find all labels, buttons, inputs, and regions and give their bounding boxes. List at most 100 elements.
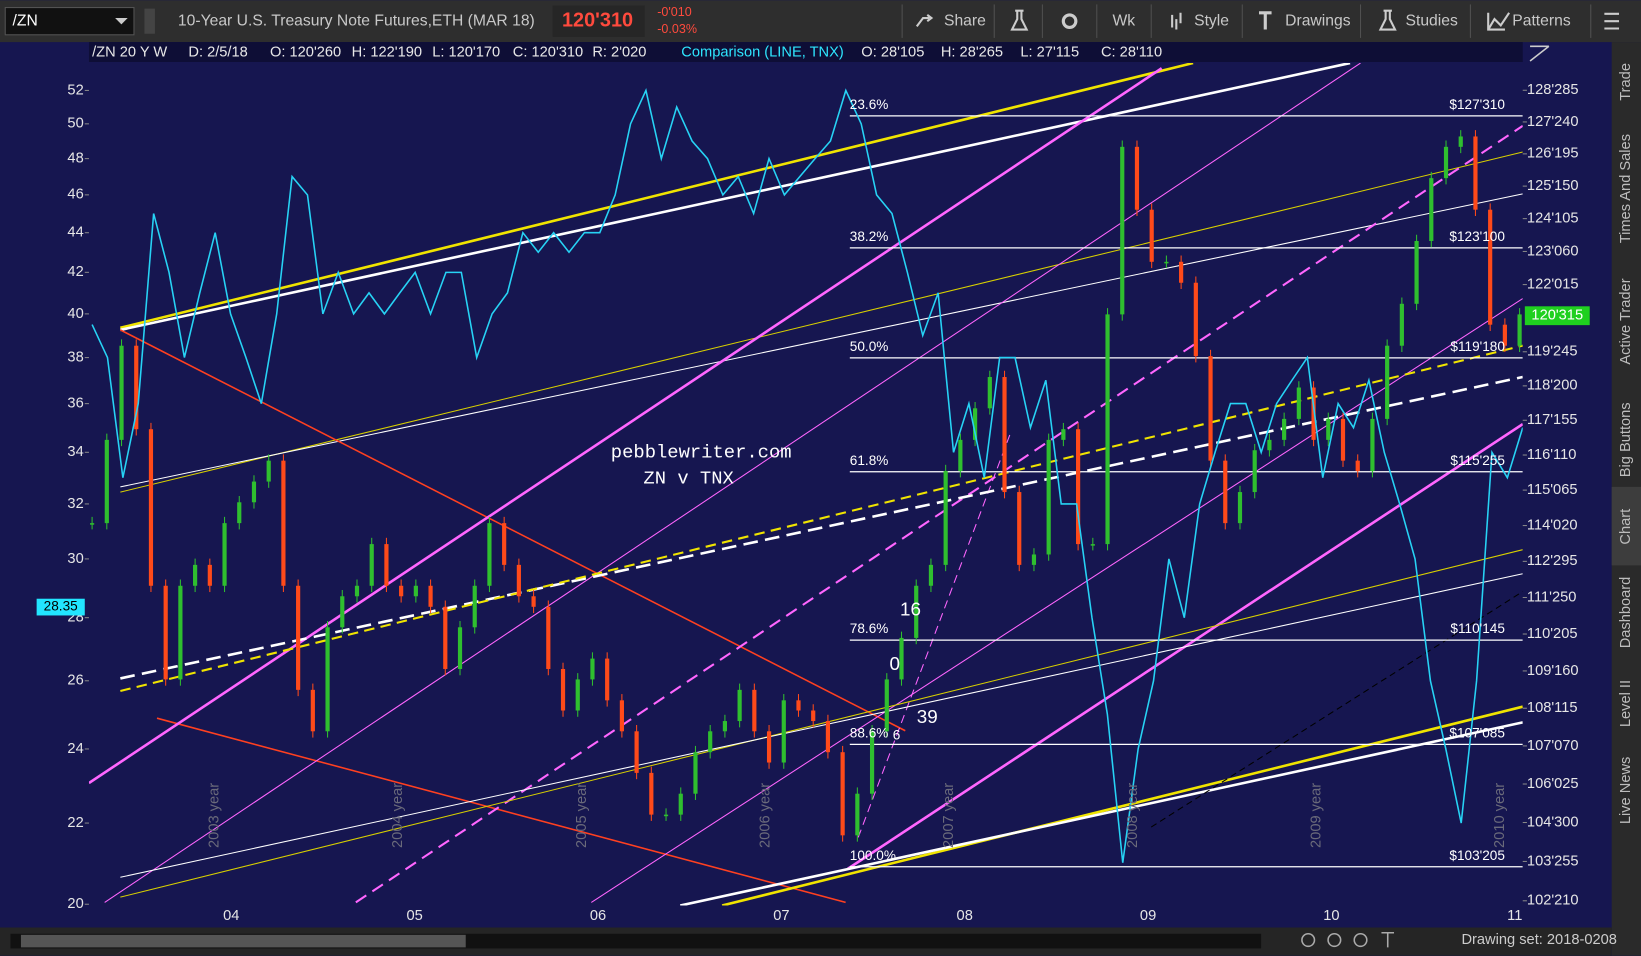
bar-high: H: 122'190 xyxy=(352,44,422,60)
current-price-box xyxy=(1524,306,1590,326)
pen-icon[interactable] xyxy=(1529,45,1550,62)
candle xyxy=(1458,136,1463,147)
x-tick-label: 04 xyxy=(223,908,239,924)
y2-tick-label: 119'245 xyxy=(1527,344,1578,360)
candle xyxy=(1105,314,1110,545)
toolbar-button[interactable]: Studies xyxy=(1406,12,1458,29)
y2-tick-label: 124'105 xyxy=(1527,211,1579,227)
y2-tick-label: 102'210 xyxy=(1527,893,1579,909)
fib-price: $115'255 xyxy=(1450,453,1505,468)
percent-change: -0.03% xyxy=(657,22,697,36)
y-tick-label: 42 xyxy=(67,264,83,280)
last-price: 120'310 xyxy=(562,9,633,31)
zoom-tools[interactable] xyxy=(1301,931,1395,948)
candle xyxy=(546,606,551,669)
style-icon xyxy=(1171,12,1182,30)
y-tick-label: 46 xyxy=(67,187,83,203)
candle xyxy=(413,585,418,597)
wave-count: 16 xyxy=(900,598,921,619)
candle xyxy=(1473,136,1478,210)
candle xyxy=(752,689,757,732)
candle xyxy=(1208,356,1213,461)
toolbar-button[interactable]: Style xyxy=(1194,12,1229,29)
candle xyxy=(1267,439,1272,451)
candle xyxy=(178,585,183,680)
active-tab xyxy=(1611,486,1641,566)
settings-icon[interactable] xyxy=(1061,13,1078,30)
candle xyxy=(943,471,948,565)
candle xyxy=(428,585,433,607)
y2-tick-label: 118'200 xyxy=(1527,378,1578,394)
fib-percent: 88.6% xyxy=(850,725,889,740)
y-tick-label: 36 xyxy=(67,396,83,412)
candle xyxy=(590,658,595,680)
cmp-high: H: 28'265 xyxy=(941,44,1003,60)
flask-icon[interactable] xyxy=(1010,9,1029,31)
candle xyxy=(1223,460,1228,524)
plot xyxy=(90,88,1523,868)
candle xyxy=(1149,209,1154,262)
candle xyxy=(516,564,521,597)
bar-range: R: 2'020 xyxy=(592,44,646,60)
toolbar-button[interactable]: Share xyxy=(944,12,986,29)
toolbar-button[interactable]: Patterns xyxy=(1512,12,1571,29)
side-tab[interactable]: Times And Sales xyxy=(1618,134,1634,243)
candle xyxy=(1517,314,1522,346)
fib-price: $107'085 xyxy=(1449,725,1505,740)
candle xyxy=(1046,439,1051,555)
candle xyxy=(472,585,477,628)
link-icon[interactable] xyxy=(144,8,155,34)
y2-tick-label: 106'025 xyxy=(1527,776,1579,792)
candle xyxy=(1385,345,1390,419)
side-tab[interactable]: Level II xyxy=(1618,680,1634,727)
candle xyxy=(1340,418,1346,461)
symbol: /ZN xyxy=(13,12,38,29)
toolbar-button[interactable]: Wk xyxy=(1112,12,1135,29)
bar-date: D: 2/5/18 xyxy=(188,44,247,60)
symbol-box[interactable] xyxy=(4,7,135,36)
side-tab[interactable]: Trade xyxy=(1618,63,1634,101)
candle xyxy=(1252,450,1257,493)
candle xyxy=(766,731,772,763)
side-tab[interactable]: Chart xyxy=(1618,509,1634,545)
side-tab[interactable]: Dashboard xyxy=(1618,577,1634,649)
y-tick-label: 40 xyxy=(67,306,83,322)
candle xyxy=(148,429,154,586)
candle xyxy=(560,668,566,711)
candle xyxy=(281,460,286,586)
x-tick-label: 05 xyxy=(406,908,422,924)
candle xyxy=(1488,209,1493,325)
side-tab[interactable]: Live News xyxy=(1618,757,1634,825)
y2-tick-label: 112'295 xyxy=(1527,553,1578,569)
candle xyxy=(163,585,168,680)
candle xyxy=(649,772,654,815)
candle xyxy=(1399,303,1404,346)
toolbar-button[interactable]: Drawings xyxy=(1285,12,1351,29)
x-tick-label: 11 xyxy=(1507,908,1522,924)
y-tick-label: 44 xyxy=(67,225,83,241)
candle xyxy=(1164,261,1169,264)
scrollbar-thumb[interactable] xyxy=(20,934,466,948)
candle xyxy=(1002,377,1007,493)
y2-tick-label: 110'205 xyxy=(1527,626,1578,642)
y2-tick-label: 111'250 xyxy=(1527,589,1576,605)
side-tab[interactable]: Big Buttons xyxy=(1618,402,1634,477)
current-tnx-box xyxy=(36,598,85,616)
y-tick-label: 50 xyxy=(67,116,83,132)
y2-tick-label: 116'110 xyxy=(1527,447,1576,463)
fib-price: $119'180 xyxy=(1450,339,1505,354)
cmp-low: L: 27'115 xyxy=(1020,44,1079,60)
candle xyxy=(1443,146,1449,179)
menu-icon[interactable] xyxy=(1604,12,1620,30)
side-tab[interactable]: Active Trader xyxy=(1618,278,1634,364)
candle xyxy=(1429,178,1434,241)
instrument-description: 10-Year U.S. Treasury Note Futures,ETH (… xyxy=(178,12,535,29)
bar-open: O: 120'260 xyxy=(270,44,341,60)
candle xyxy=(1120,146,1125,315)
y2-tick-label: 125'150 xyxy=(1527,178,1579,194)
fib-price: $127'310 xyxy=(1449,97,1505,112)
patterns-icon xyxy=(1487,12,1511,31)
y2-tick-label: 117'155 xyxy=(1527,412,1578,428)
